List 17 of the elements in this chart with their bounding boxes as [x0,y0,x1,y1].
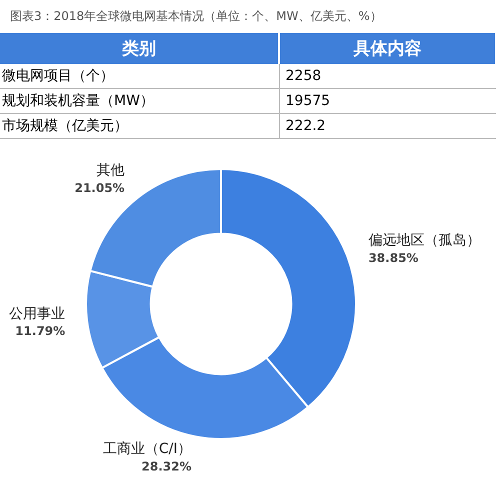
slice-label: 公用事业 [9,306,66,322]
slice-label: 偏远地区（孤岛） [368,232,480,249]
category-label: 规划和装机容量（MW） [0,88,279,114]
category-label: 市场规模（亿美元） [0,114,279,138]
data-label: 11.79% [15,324,66,338]
data-label: 222.2 [279,114,496,138]
text: 图表3：2018年全球微电网基本情况（单位：个、MW、亿美元、%） [9,8,383,25]
data-label: 38.85% [368,251,418,266]
data-label: 21.05% [74,181,125,196]
data-label: 19575 [279,88,496,114]
slice-label: 工商业（C/I） [102,440,192,457]
data-label: 2258 [279,64,496,88]
text: 具体内容 [279,33,496,64]
category-label: 微电网项目（个） [0,64,279,88]
slice-label: 其他 [96,162,125,179]
text: 类别 [0,33,279,64]
data-label: 28.32% [142,459,192,474]
